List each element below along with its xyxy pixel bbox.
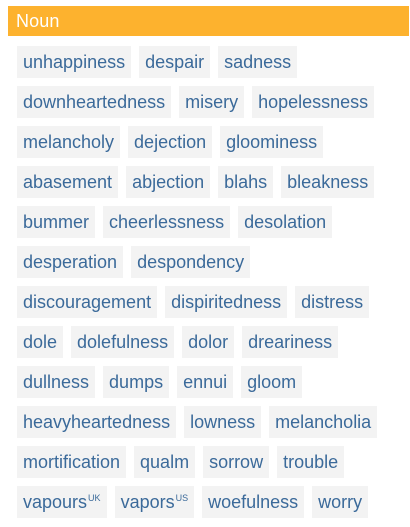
- synonym-word: dejection: [134, 131, 207, 152]
- synonym-chip[interactable]: heavyheartedness: [17, 406, 177, 438]
- synonym-chip[interactable]: sorrow: [203, 446, 270, 478]
- region-label: US: [175, 493, 189, 503]
- synonym-row: discouragement dispiritedness distress: [17, 286, 409, 318]
- synonym-chip[interactable]: dolefulness: [71, 326, 175, 358]
- synonym-word: melancholia: [275, 411, 372, 432]
- part-of-speech-header: Noun: [8, 6, 409, 36]
- synonym-word: cheerlessness: [109, 211, 225, 232]
- synonym-chip[interactable]: dumps: [103, 366, 170, 398]
- synonym-row: melancholy dejection gloominess: [17, 126, 409, 158]
- synonym-chip[interactable]: bleakness: [281, 166, 375, 198]
- synonym-word: trouble: [283, 451, 339, 472]
- synonym-chip[interactable]: abjection: [126, 166, 211, 198]
- synonym-chip[interactable]: discouragement: [17, 286, 158, 318]
- synonym-word: vapors: [120, 491, 175, 512]
- synonym-chip[interactable]: cheerlessness: [103, 206, 231, 238]
- synonym-word: dolor: [188, 331, 229, 352]
- synonym-chip[interactable]: lowness: [184, 406, 262, 438]
- synonym-chip[interactable]: gloom: [241, 366, 303, 398]
- synonym-row: dole dolefulness dolor dreariness: [17, 326, 409, 358]
- synonym-row: vapours UK vapors US woefulness worry: [17, 486, 409, 518]
- synonym-chip[interactable]: despondency: [131, 246, 251, 278]
- synonym-word: despair: [145, 51, 205, 72]
- synonym-word: despondency: [137, 251, 245, 272]
- synonym-word: dumps: [109, 371, 164, 392]
- synonym-chip[interactable]: sadness: [218, 46, 298, 78]
- synonym-word: qualm: [140, 451, 190, 472]
- synonym-word: ennui: [183, 371, 228, 392]
- synonym-chip[interactable]: woefulness: [202, 486, 305, 518]
- synonym-chip[interactable]: vapours UK: [17, 486, 107, 518]
- synonym-word: blahs: [224, 171, 268, 192]
- synonym-word: worry: [318, 491, 363, 512]
- synonym-word: bummer: [23, 211, 90, 232]
- synonym-chip[interactable]: unhappiness: [17, 46, 132, 78]
- synonym-chip[interactable]: blahs: [218, 166, 274, 198]
- synonym-word: downheartedness: [23, 91, 166, 112]
- synonym-word: misery: [185, 91, 239, 112]
- synonym-chip[interactable]: qualm: [134, 446, 196, 478]
- synonym-chip[interactable]: melancholy: [17, 126, 121, 158]
- synonym-word: melancholy: [23, 131, 115, 152]
- synonym-chip[interactable]: bummer: [17, 206, 96, 238]
- synonym-word: desolation: [244, 211, 327, 232]
- synonym-chip[interactable]: worry: [312, 486, 369, 518]
- synonym-chip[interactable]: dullness: [17, 366, 96, 398]
- synonym-word: bleakness: [287, 171, 369, 192]
- synonym-chip[interactable]: trouble: [277, 446, 345, 478]
- synonym-word: vapours: [23, 491, 88, 512]
- synonym-word: mortification: [23, 451, 121, 472]
- synonym-row: desperation despondency: [17, 246, 409, 278]
- synonym-chip[interactable]: dispiritedness: [165, 286, 288, 318]
- synonym-word: gloom: [247, 371, 297, 392]
- synonym-chip[interactable]: desolation: [238, 206, 333, 238]
- synonym-word: desperation: [23, 251, 118, 272]
- synonym-row: heavyheartedness lowness melancholia: [17, 406, 409, 438]
- synonym-row: unhappiness despair sadness: [17, 46, 409, 78]
- synonym-chip[interactable]: hopelessness: [252, 86, 375, 118]
- synonym-word: abjection: [132, 171, 205, 192]
- synonym-row: downheartedness misery hopelessness: [17, 86, 409, 118]
- synonym-word: dolefulness: [77, 331, 169, 352]
- synonym-row: abasement abjection blahs bleakness: [17, 166, 409, 198]
- synonym-chip[interactable]: desperation: [17, 246, 124, 278]
- synonym-chip[interactable]: melancholia: [269, 406, 378, 438]
- synonym-chip[interactable]: mortification: [17, 446, 127, 478]
- synonym-word: heavyheartedness: [23, 411, 171, 432]
- synonym-chip[interactable]: misery: [179, 86, 245, 118]
- synonym-row: bummer cheerlessness desolation: [17, 206, 409, 238]
- synonym-word: dullness: [23, 371, 90, 392]
- synonym-word: sorrow: [209, 451, 264, 472]
- synonym-chip[interactable]: distress: [295, 286, 370, 318]
- part-of-speech-title: Noun: [16, 10, 60, 31]
- synonym-word: gloominess: [226, 131, 318, 152]
- synonym-word: sadness: [224, 51, 292, 72]
- synonym-chip[interactable]: ennui: [177, 366, 234, 398]
- synonym-list: unhappiness despair sadness downheartedness…: [17, 46, 409, 526]
- synonym-chip[interactable]: abasement: [17, 166, 119, 198]
- synonym-chip[interactable]: dejection: [128, 126, 213, 158]
- synonym-word: discouragement: [23, 291, 152, 312]
- synonym-chip[interactable]: gloominess: [220, 126, 324, 158]
- synonym-word: dreariness: [248, 331, 333, 352]
- synonym-word: unhappiness: [23, 51, 126, 72]
- synonym-row: dullness dumps ennui gloom: [17, 366, 409, 398]
- synonym-word: abasement: [23, 171, 113, 192]
- synonym-chip[interactable]: dreariness: [242, 326, 339, 358]
- synonym-word: dole: [23, 331, 58, 352]
- synonym-word: distress: [301, 291, 364, 312]
- synonym-row: mortification qualm sorrow trouble: [17, 446, 409, 478]
- synonym-word: woefulness: [208, 491, 299, 512]
- synonym-word: dispiritedness: [171, 291, 282, 312]
- synonym-word: hopelessness: [258, 91, 369, 112]
- synonym-chip[interactable]: dole: [17, 326, 64, 358]
- synonym-chip[interactable]: despair: [139, 46, 211, 78]
- synonym-chip[interactable]: downheartedness: [17, 86, 172, 118]
- synonym-chip[interactable]: dolor: [182, 326, 235, 358]
- region-label: UK: [88, 493, 101, 503]
- synonym-word: lowness: [190, 411, 256, 432]
- synonym-chip[interactable]: vapors US: [114, 486, 195, 518]
